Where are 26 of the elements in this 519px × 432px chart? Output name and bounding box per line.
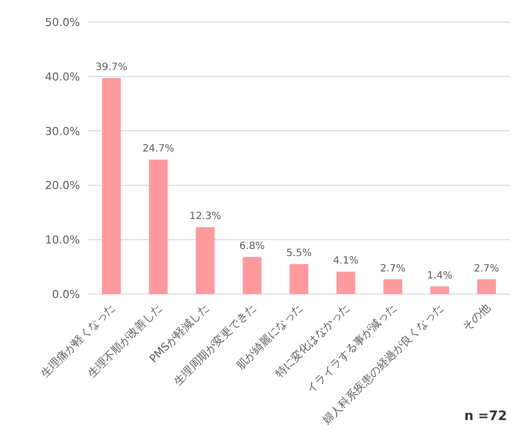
bar bbox=[430, 286, 450, 294]
y-tick-label: 20.0% bbox=[45, 179, 80, 192]
data-label: 4.1% bbox=[333, 256, 359, 267]
data-label: 39.7% bbox=[96, 62, 128, 74]
y-tick-label: 50.0% bbox=[45, 16, 80, 29]
data-label: 6.8% bbox=[239, 241, 265, 252]
x-tick-label: その他 bbox=[460, 300, 493, 334]
text: n =72 bbox=[464, 409, 507, 424]
bar bbox=[196, 227, 215, 294]
bar bbox=[383, 279, 402, 294]
y-tick-label: 30.0% bbox=[45, 124, 80, 138]
y-tick-label: 0.0% bbox=[52, 288, 80, 301]
y-tick-label: 40.0% bbox=[45, 70, 80, 84]
bar bbox=[290, 264, 308, 294]
bar bbox=[242, 257, 262, 294]
bar bbox=[102, 78, 121, 294]
data-label: 24.7% bbox=[142, 144, 174, 155]
bar bbox=[336, 272, 356, 294]
y-tick-label: 10.0% bbox=[45, 234, 80, 247]
data-label: 1.4% bbox=[426, 270, 452, 282]
data-label: 2.7% bbox=[380, 263, 406, 274]
data-label: 5.5% bbox=[286, 248, 312, 260]
data-label: 12.3% bbox=[189, 211, 222, 222]
bar bbox=[148, 160, 168, 294]
bar bbox=[477, 279, 496, 294]
data-label: 2.7% bbox=[474, 263, 500, 274]
